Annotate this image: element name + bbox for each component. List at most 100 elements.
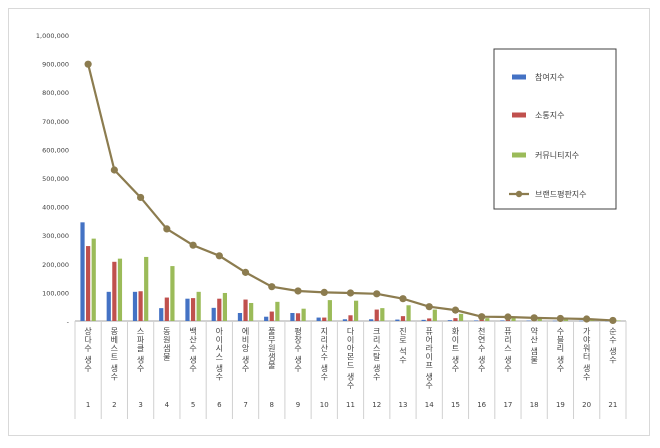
line-point — [530, 314, 538, 322]
bar-3 — [144, 256, 149, 321]
bar-1 — [185, 298, 190, 321]
bar-3 — [380, 308, 385, 321]
rank-label: 8 — [270, 401, 274, 409]
line-point — [320, 288, 328, 296]
bar-1 — [421, 319, 426, 321]
bar-3 — [222, 292, 228, 321]
category-label: 상다수 생수 — [83, 326, 92, 373]
legend-swatch-marker — [515, 190, 523, 198]
rank-label: 15 — [451, 401, 460, 409]
y-tick-label: 700,000 — [42, 118, 69, 126]
y-tick-label: 1,000,000 — [36, 32, 69, 40]
y-tick-label: - — [67, 318, 70, 326]
category-label: 지리산수 생수 — [319, 327, 328, 382]
bar-3 — [406, 305, 411, 321]
bar-3 — [616, 320, 621, 321]
y-tick-label: 600,000 — [42, 146, 69, 154]
legend-label: 브랜드평판지수 — [535, 189, 587, 199]
y-tick-label: 300,000 — [42, 232, 69, 240]
bar-1 — [500, 320, 505, 321]
bar-3 — [249, 302, 254, 321]
category-label: 풀무원샘물 — [267, 327, 276, 370]
rank-label: 10 — [320, 401, 329, 409]
rank-label: 2 — [112, 401, 116, 409]
bar-3 — [563, 318, 569, 321]
rank-label: 19 — [556, 401, 565, 409]
legend-swatch — [512, 74, 526, 80]
category-label: 가야워터 생수 — [582, 327, 591, 382]
line-series-group — [84, 60, 617, 325]
line-point — [609, 316, 617, 325]
line-point — [451, 306, 460, 314]
bar-2 — [112, 261, 117, 321]
line-point — [268, 283, 276, 291]
bar-3 — [196, 291, 201, 321]
line-point — [346, 289, 355, 297]
bar-1 — [342, 319, 347, 321]
category-label: 진로 석수 — [398, 326, 407, 365]
rank-label: 7 — [243, 401, 247, 409]
category-label: 에비앙 생수 — [241, 327, 250, 373]
line-point — [583, 315, 591, 323]
line-point — [373, 290, 381, 298]
rank-label: 4 — [165, 401, 170, 409]
bar-1 — [578, 320, 584, 322]
legend-label: 소통지수 — [535, 111, 564, 120]
rank-label: 9 — [296, 401, 300, 409]
line-point — [399, 295, 407, 303]
line-point — [110, 166, 118, 174]
x-axis: 상다수 생수 1 몽베스트 생수 2 스파클 생수 3 동원샘물 4 백산수 생수 5 아이시스 생… — [74, 320, 627, 419]
category-label: 다이아몬드 생수 — [346, 327, 355, 390]
rank-label: 14 — [425, 401, 434, 409]
category-label: 평창수 생수 — [293, 326, 302, 373]
legend-swatch — [512, 112, 526, 118]
bar-2 — [400, 316, 406, 321]
y-tick-label: 800,000 — [42, 89, 69, 97]
bar-1 — [473, 320, 479, 321]
bar-2 — [348, 315, 353, 321]
bar-3 — [301, 308, 306, 321]
category-label: 동원샘물 — [162, 327, 171, 361]
chart-frame: - 100,000 200,000 300,000 400,000 500,000 600,… — [8, 8, 650, 436]
rank-label: 1 — [86, 401, 90, 409]
y-tick-label: 200,000 — [42, 261, 69, 269]
category-label: 순수 생수 — [608, 327, 617, 365]
y-axis: - 100,000 200,000 300,000 400,000 500,000 600,… — [36, 32, 70, 326]
bar-2 — [453, 318, 458, 321]
bar-3 — [170, 266, 175, 321]
legend-label: 참여지수 — [535, 72, 564, 82]
category-label: 아이시스 생수 — [214, 326, 223, 382]
line-point — [163, 225, 171, 233]
y-tick-label: 100,000 — [42, 289, 69, 297]
rank-label: 20 — [582, 401, 591, 409]
category-label: 백산수 생수 — [188, 326, 197, 373]
line-point — [84, 60, 92, 68]
bar-3 — [432, 309, 437, 321]
bar-3 — [537, 318, 542, 321]
bar-1 — [264, 316, 269, 321]
bar-3 — [275, 301, 280, 321]
bar-2 — [243, 299, 248, 321]
bar-1 — [132, 291, 138, 321]
category-label: 스파클 생수 — [136, 327, 145, 373]
bar-1 — [106, 291, 111, 321]
bar-2 — [427, 318, 432, 321]
bar-1 — [526, 320, 531, 322]
category-label: 몽베스트 생수 — [110, 327, 119, 382]
bar-2 — [269, 311, 274, 321]
bar-1 — [395, 319, 400, 321]
bar-2 — [322, 317, 327, 321]
rank-label: 11 — [346, 401, 355, 409]
legend-label: 커뮤니티지수 — [535, 150, 579, 160]
line-point — [425, 303, 433, 311]
rank-label: 5 — [191, 401, 195, 409]
rank-label: 16 — [477, 401, 486, 409]
legend-swatch — [512, 152, 526, 158]
line-point — [241, 268, 250, 276]
category-label: 화이트 생수 — [451, 327, 460, 373]
bar-1 — [552, 320, 557, 322]
category-label: 퓨리스 생수 — [503, 327, 512, 373]
rank-label: 18 — [530, 401, 539, 409]
bar-1 — [237, 312, 243, 321]
category-label: 크리스탈 생수 — [372, 327, 381, 382]
